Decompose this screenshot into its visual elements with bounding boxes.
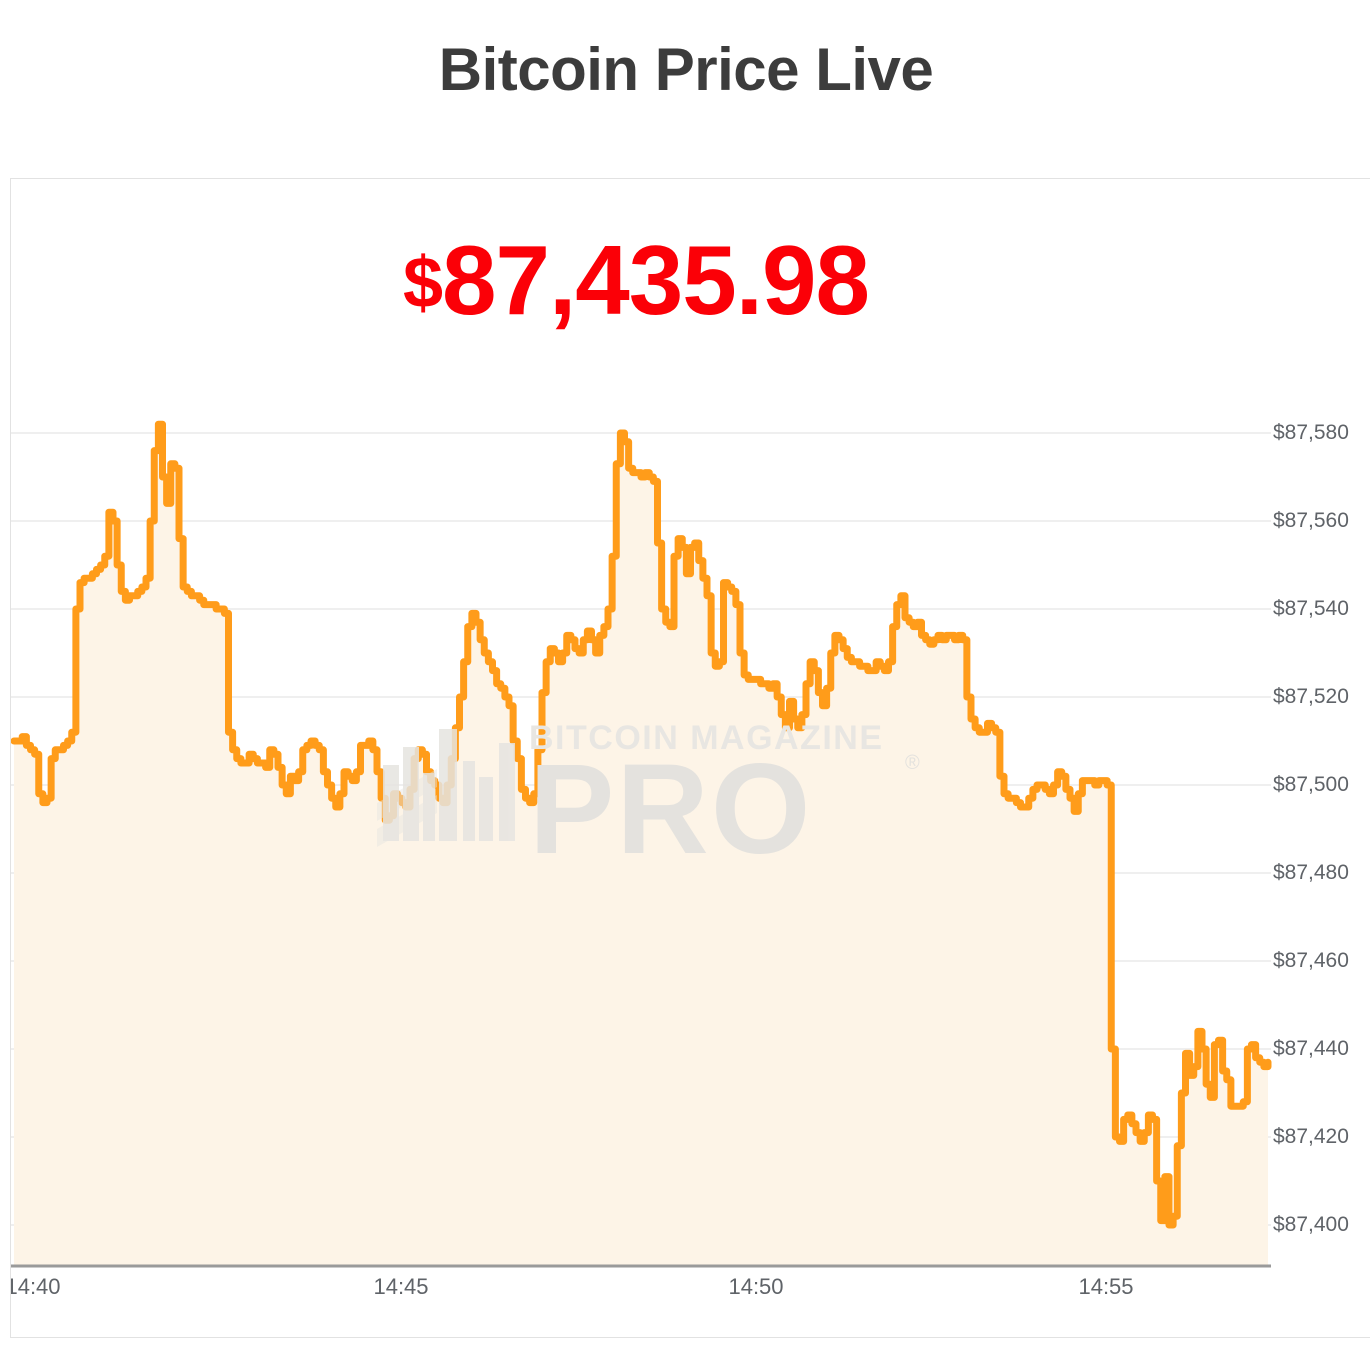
x-axis-tick-label: 14:55 — [1078, 1274, 1134, 1299]
price-value: 87,435.98 — [442, 225, 870, 335]
y-axis-tick-label: $87,420 — [1273, 1125, 1349, 1148]
y-axis-tick-label: $87,560 — [1273, 509, 1349, 532]
price-chart-card: $87,435.98 — [10, 178, 1370, 1338]
y-axis-tick-label: $87,520 — [1273, 685, 1349, 708]
x-axis-labels: 14:40 14:45 14:50 14:55 — [10, 179, 1370, 1337]
price-line-chart — [11, 420, 1272, 1268]
price-area-fill — [14, 424, 1268, 1266]
price-line — [11, 420, 1272, 1229]
page-title: Bitcoin Price Live — [438, 36, 934, 103]
y-axis-tick-label: $87,540 — [1273, 597, 1349, 620]
currency-symbol: $ — [402, 243, 443, 323]
y-axis-tick-label: $87,580 — [1273, 421, 1349, 444]
current-price: $87,435.98 — [11, 231, 1261, 329]
y-axis-tick-label: $87,400 — [1273, 1213, 1349, 1236]
y-axis-labels: $87,400 $87,420 $87,440 $87,460 $87,480 $87,5… — [1263, 179, 1370, 1337]
y-axis-tick-label: $87,460 — [1273, 949, 1349, 972]
x-axis-tick-label: 14:50 — [728, 1274, 784, 1299]
plot-area: BITCOIN MAGAZINE PRO ® $87,400 $87,420 $87… — [10, 179, 1370, 1337]
y-axis-tick-label: $87,440 — [1273, 1037, 1349, 1060]
x-axis-tick-label: 14:40 — [10, 1274, 61, 1299]
y-axis-tick-label: $87,500 — [1273, 773, 1349, 796]
x-axis-tick-label: 14:45 — [373, 1274, 429, 1299]
y-axis-tick-label: $87,480 — [1273, 861, 1349, 884]
